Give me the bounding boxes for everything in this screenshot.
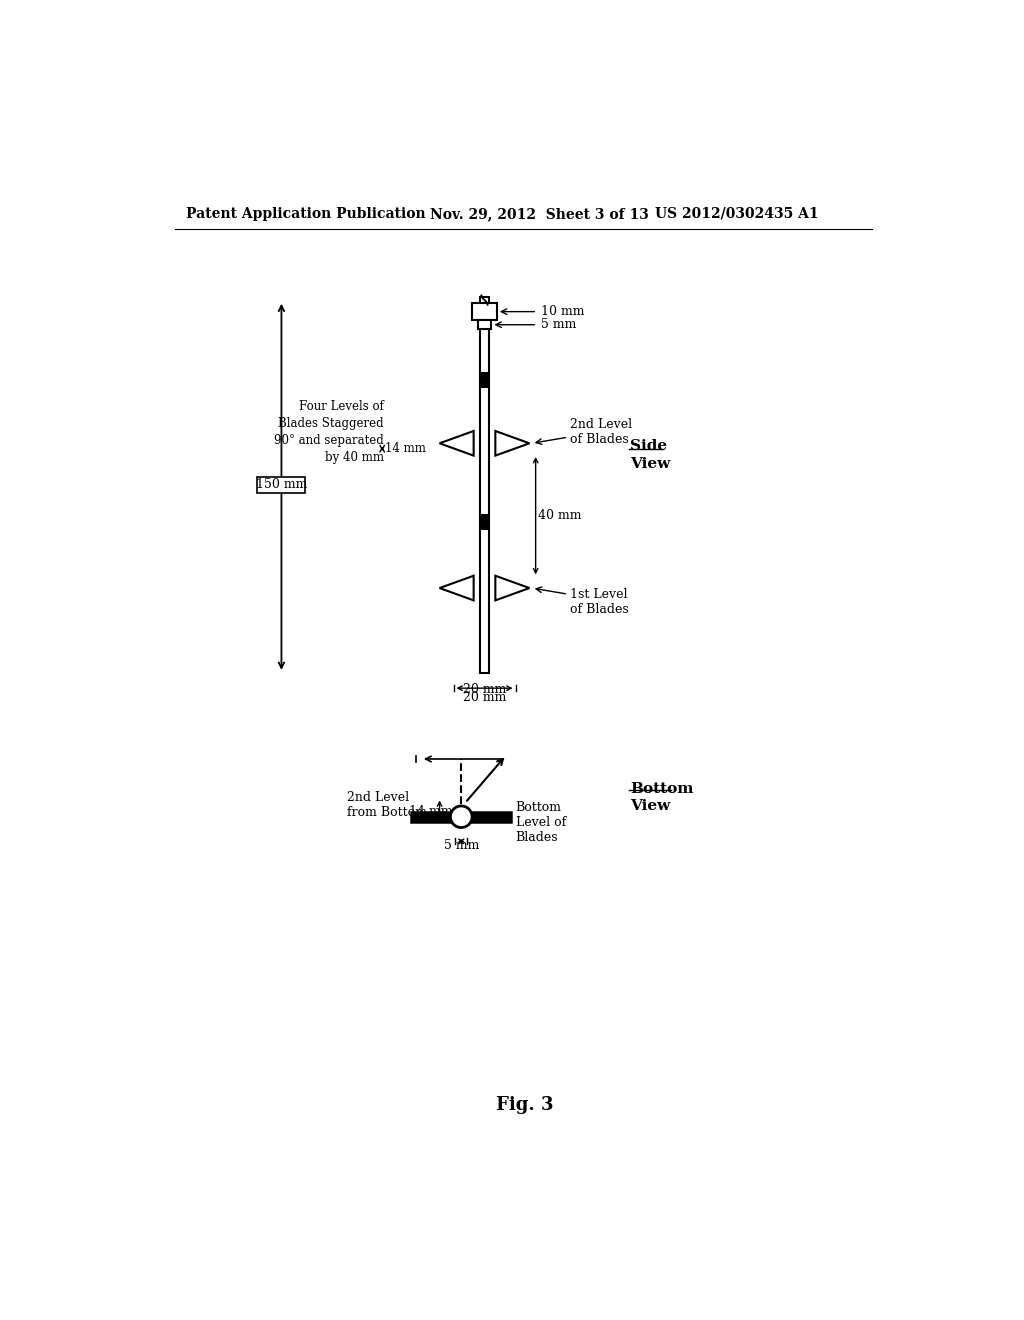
- Polygon shape: [439, 576, 474, 601]
- Polygon shape: [439, 430, 474, 455]
- Text: 20 mm: 20 mm: [463, 682, 506, 696]
- Text: Four Levels of
Blades Staggered
90° and separated
by 40 mm: Four Levels of Blades Staggered 90° and …: [274, 400, 384, 463]
- Text: Patent Application Publication: Patent Application Publication: [186, 207, 426, 220]
- Bar: [472, 304, 497, 321]
- Text: 5 mm: 5 mm: [443, 840, 479, 853]
- Bar: [481, 372, 488, 388]
- Text: 5 mm: 5 mm: [541, 318, 577, 331]
- Bar: [480, 297, 488, 673]
- Text: Bottom
Level of
Blades: Bottom Level of Blades: [515, 801, 565, 845]
- Text: 14 mm: 14 mm: [409, 805, 452, 818]
- Bar: [481, 515, 488, 529]
- Text: Nov. 29, 2012  Sheet 3 of 13: Nov. 29, 2012 Sheet 3 of 13: [430, 207, 649, 220]
- Text: Bottom
View: Bottom View: [630, 781, 693, 813]
- Text: 2nd Level
of Blades: 2nd Level of Blades: [569, 417, 632, 446]
- Text: 40 mm: 40 mm: [538, 510, 582, 523]
- Text: 10 mm: 10 mm: [541, 305, 585, 318]
- Bar: [257, 478, 305, 492]
- Text: US 2012/0302435 A1: US 2012/0302435 A1: [655, 207, 818, 220]
- Polygon shape: [496, 430, 529, 455]
- Text: 2nd Level
from Bottom: 2nd Level from Bottom: [346, 791, 426, 820]
- Bar: [477, 321, 492, 330]
- Text: 14 mm: 14 mm: [385, 442, 426, 455]
- Text: 150 mm: 150 mm: [256, 478, 307, 491]
- Text: 1st Level
of Blades: 1st Level of Blades: [569, 587, 629, 616]
- Circle shape: [451, 807, 472, 828]
- Text: Fig. 3: Fig. 3: [496, 1097, 554, 1114]
- Text: Side
View: Side View: [630, 440, 671, 470]
- Text: 20 mm: 20 mm: [463, 690, 506, 704]
- Polygon shape: [496, 576, 529, 601]
